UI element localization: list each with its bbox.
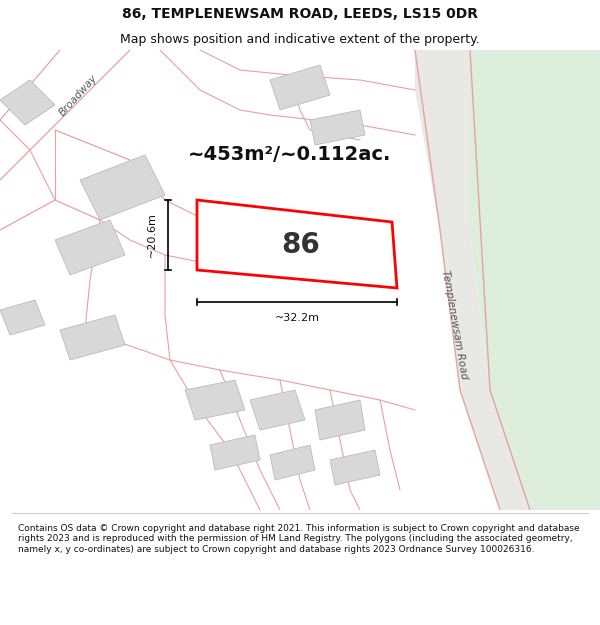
Polygon shape — [210, 435, 260, 470]
Polygon shape — [315, 400, 365, 440]
Polygon shape — [55, 220, 125, 275]
Polygon shape — [250, 390, 305, 430]
Text: Broadway: Broadway — [57, 72, 99, 118]
Polygon shape — [0, 80, 55, 125]
Polygon shape — [330, 450, 380, 485]
Polygon shape — [470, 50, 600, 510]
Text: 86, TEMPLENEWSAM ROAD, LEEDS, LS15 0DR: 86, TEMPLENEWSAM ROAD, LEEDS, LS15 0DR — [122, 7, 478, 21]
Text: ~20.6m: ~20.6m — [147, 213, 157, 258]
Polygon shape — [80, 155, 165, 220]
Text: ~453m²/~0.112ac.: ~453m²/~0.112ac. — [188, 146, 392, 164]
Text: 86: 86 — [281, 231, 320, 259]
Polygon shape — [270, 65, 330, 110]
Polygon shape — [415, 50, 530, 510]
Text: Contains OS data © Crown copyright and database right 2021. This information is : Contains OS data © Crown copyright and d… — [18, 524, 580, 554]
Polygon shape — [0, 300, 45, 335]
Polygon shape — [310, 110, 365, 145]
Text: Map shows position and indicative extent of the property.: Map shows position and indicative extent… — [120, 32, 480, 46]
Polygon shape — [60, 315, 125, 360]
Polygon shape — [270, 445, 315, 480]
Text: Templenewsam Road: Templenewsam Road — [440, 269, 470, 381]
Polygon shape — [197, 200, 397, 288]
Polygon shape — [185, 380, 245, 420]
Text: ~32.2m: ~32.2m — [275, 313, 320, 323]
